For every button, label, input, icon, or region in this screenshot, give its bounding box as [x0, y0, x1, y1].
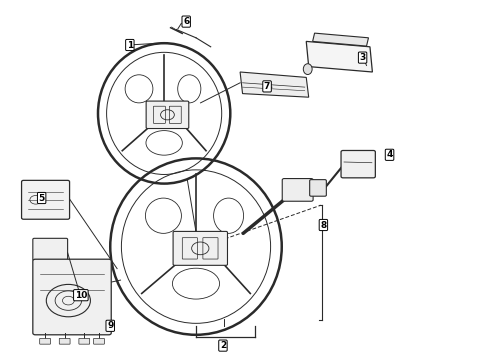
FancyBboxPatch shape	[173, 231, 227, 265]
Text: 4: 4	[386, 150, 393, 159]
Polygon shape	[313, 33, 368, 46]
Text: 3: 3	[360, 53, 366, 62]
FancyBboxPatch shape	[33, 238, 68, 260]
FancyBboxPatch shape	[341, 150, 375, 178]
FancyBboxPatch shape	[33, 259, 111, 335]
Text: 9: 9	[107, 321, 114, 330]
Text: 7: 7	[264, 82, 270, 91]
FancyBboxPatch shape	[22, 180, 70, 219]
Text: 6: 6	[183, 17, 189, 26]
Text: 10: 10	[74, 291, 87, 300]
Polygon shape	[306, 41, 372, 72]
Text: 8: 8	[320, 220, 326, 230]
FancyBboxPatch shape	[94, 338, 104, 344]
Text: 2: 2	[220, 341, 226, 350]
FancyBboxPatch shape	[40, 338, 50, 344]
Text: 5: 5	[39, 194, 45, 202]
FancyBboxPatch shape	[282, 179, 313, 201]
FancyBboxPatch shape	[79, 338, 90, 344]
Ellipse shape	[303, 64, 312, 75]
FancyBboxPatch shape	[310, 180, 326, 196]
Polygon shape	[240, 72, 309, 97]
FancyBboxPatch shape	[146, 101, 189, 129]
FancyBboxPatch shape	[59, 338, 70, 344]
Text: 1: 1	[127, 41, 133, 50]
